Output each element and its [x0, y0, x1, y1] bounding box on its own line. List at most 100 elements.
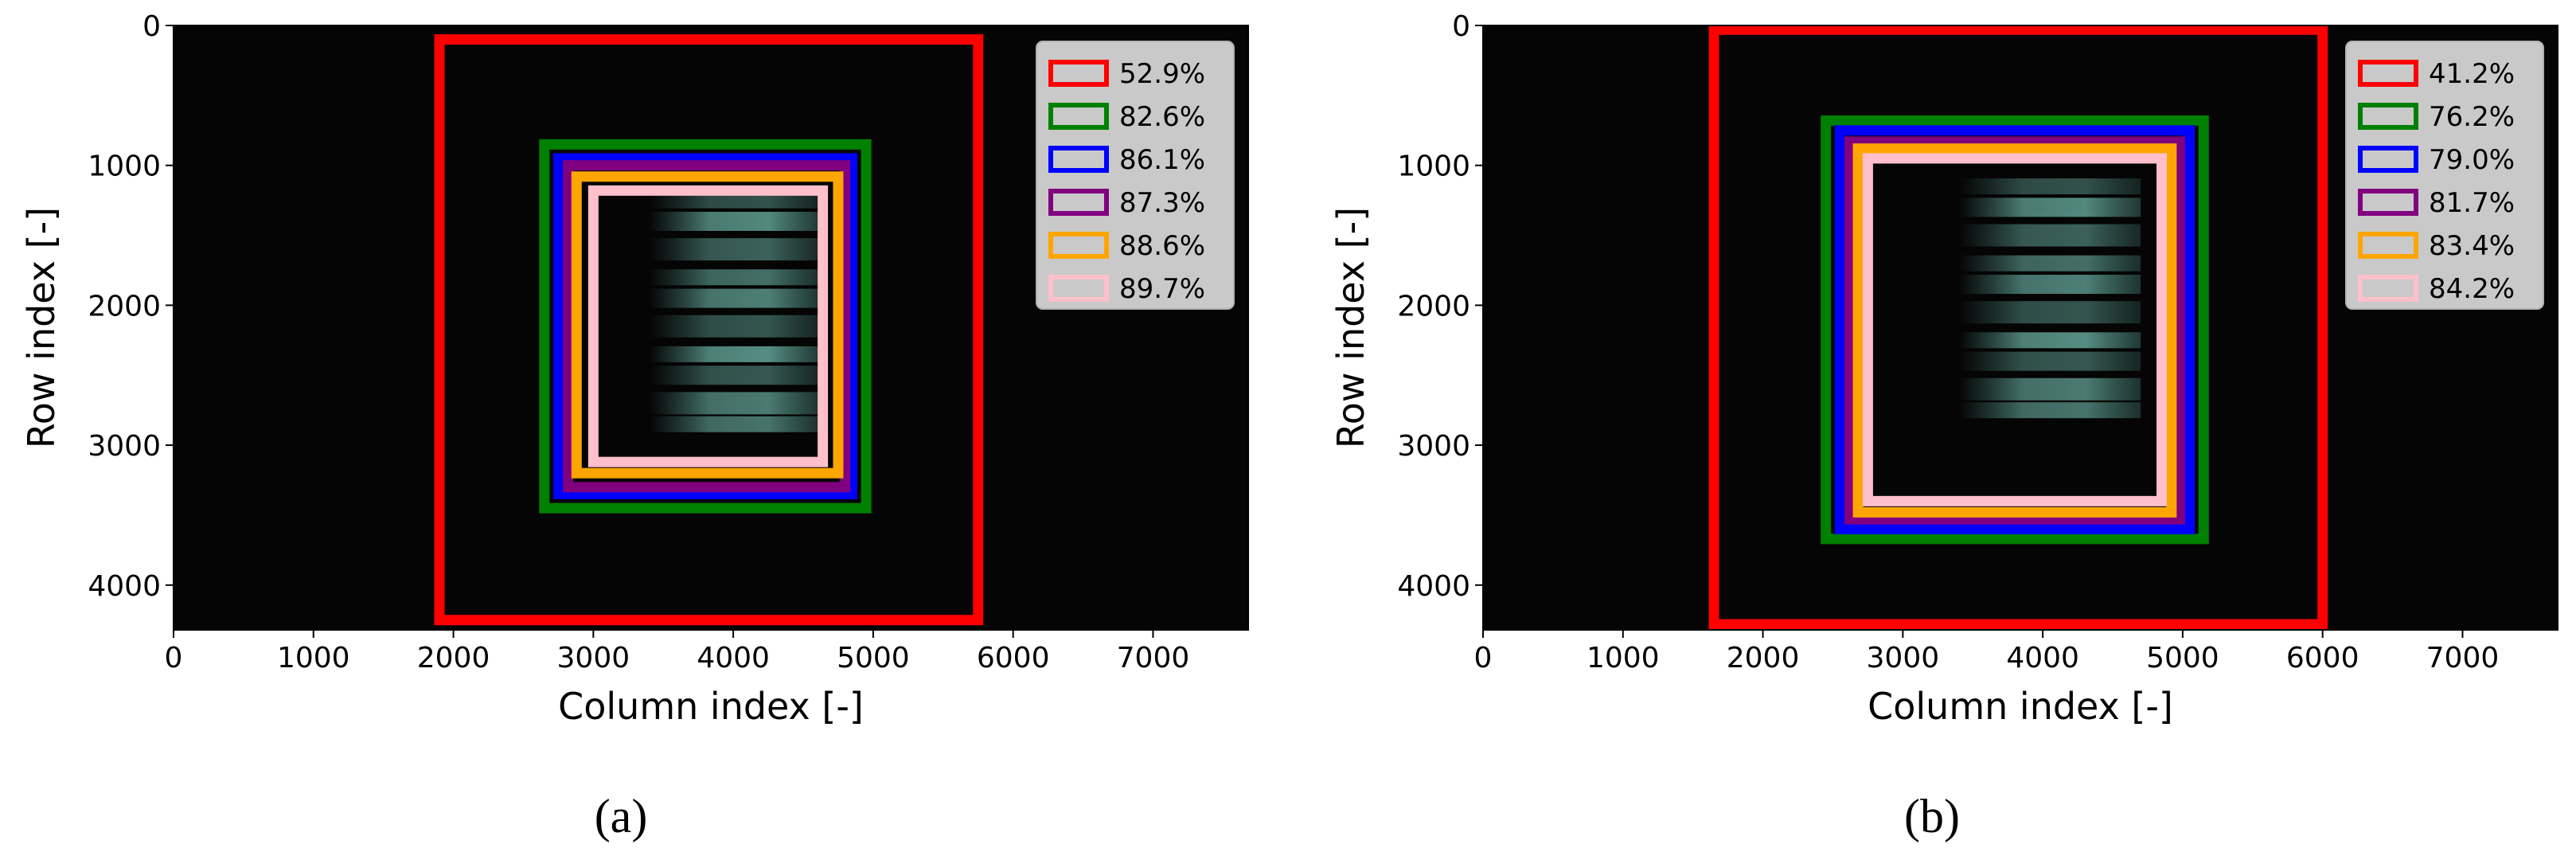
x-axis-label: Column index [-] — [558, 685, 864, 728]
legend-swatch — [2358, 103, 2418, 130]
signal-band — [649, 192, 821, 209]
legend-swatch — [1048, 60, 1109, 87]
signal-band — [649, 211, 821, 231]
legend-swatch — [1048, 103, 1109, 130]
signal-band — [649, 392, 821, 415]
panel-b: 0 1000 2000 3000 4000 5000 6000 7000 0 1000 2000 30… — [1329, 10, 2558, 842]
signal-band — [649, 315, 821, 338]
legend-entry: 83.4% — [2429, 230, 2515, 262]
x-tick-label: 0 — [1474, 642, 1493, 674]
signal-band — [649, 416, 821, 432]
y-tick-label: 2000 — [88, 290, 161, 322]
legend-swatch — [2358, 275, 2418, 302]
panel-caption: (b) — [1904, 790, 1960, 842]
axes-frame — [1482, 25, 2558, 631]
legend-swatch — [2358, 189, 2418, 216]
y-tick-label: 1000 — [1397, 150, 1470, 183]
x-axis-label: Column index [-] — [1868, 685, 2173, 728]
x-tick-label: 4000 — [2006, 642, 2079, 674]
legend-entry: 79.0% — [2429, 144, 2515, 176]
signal-band — [649, 238, 821, 261]
x-tick-label: 6000 — [977, 642, 1050, 674]
legend-swatch — [2358, 232, 2418, 259]
panel-a: 0 1000 2000 3000 4000 5000 6000 7000 0 1000 2000 30… — [20, 10, 1249, 842]
region-box-3 — [552, 153, 858, 500]
axes-frame — [173, 25, 1249, 631]
signal-band — [1958, 197, 2141, 217]
legend-entry: 82.6% — [1119, 101, 1205, 133]
region-box-2 — [539, 139, 872, 514]
legend-entry: 84.2% — [2429, 273, 2515, 305]
x-tick-label: 2000 — [417, 642, 490, 674]
legend-entry: 41.2% — [2429, 58, 2515, 90]
legend-entry: 76.2% — [2429, 101, 2515, 133]
legend-entry: 87.3% — [1119, 187, 1205, 219]
legend-swatch — [2358, 60, 2418, 87]
region-box-1 — [434, 34, 984, 626]
region-box-6 — [1862, 153, 2168, 506]
region-box-3 — [1834, 125, 2195, 534]
legend-entry: 88.6% — [1119, 230, 1205, 262]
region-box-4 — [1844, 136, 2185, 525]
x-tick-label: 0 — [165, 642, 183, 674]
region-box-5 — [1852, 143, 2177, 518]
legend: 52.9% 82.6% 86.1% 87.3% 88.6% 89.7% — [1036, 41, 1235, 310]
x-tick-label: 7000 — [2426, 642, 2500, 674]
region-box-1 — [1708, 25, 2328, 630]
signal-band — [1958, 332, 2141, 349]
x-tick-label: 3000 — [1867, 642, 1940, 674]
legend-box — [1036, 41, 1235, 310]
legend-swatch — [1048, 189, 1109, 216]
signal-band — [1958, 275, 2141, 295]
signal-band — [649, 346, 821, 362]
legend-box — [2345, 41, 2544, 310]
region-boxes — [434, 34, 984, 626]
y-axis-label: Row index [-] — [1329, 207, 1372, 448]
y-tick-label: 4000 — [1397, 570, 1470, 603]
x-tick-label: 5000 — [837, 642, 910, 674]
y-axis-label: Row index [-] — [20, 207, 63, 448]
signal-band — [1958, 351, 2141, 371]
y-tick-label: 1000 — [88, 150, 161, 183]
signal-band — [649, 288, 821, 308]
x-tick-label: 3000 — [557, 642, 630, 674]
region-boxes — [1708, 25, 2328, 630]
x-tick-label: 4000 — [697, 642, 770, 674]
legend: 41.2% 76.2% 79.0% 81.7% 83.4% 84.2% — [2345, 41, 2544, 310]
signal-band — [1958, 255, 2141, 272]
legend-entry: 52.9% — [1119, 58, 1205, 90]
y-tick-label: 2000 — [1397, 290, 1470, 322]
legend-swatch — [1048, 275, 1109, 302]
signal-pattern — [1958, 178, 2141, 419]
y-tick-label: 0 — [1452, 10, 1470, 43]
x-tick-label: 2000 — [1727, 642, 1800, 674]
y-tick-label: 4000 — [88, 570, 161, 603]
signal-band — [1958, 402, 2141, 419]
signal-pattern — [649, 192, 821, 432]
y-tick-label: 3000 — [88, 430, 161, 463]
region-box-2 — [1821, 115, 2209, 545]
region-box-4 — [563, 160, 851, 493]
signal-band — [1958, 224, 2141, 247]
legend-entry: 86.1% — [1119, 144, 1205, 176]
signal-band — [649, 365, 821, 385]
legend-entry: 81.7% — [2429, 187, 2515, 219]
region-box-6 — [587, 185, 829, 467]
x-tick-label: 6000 — [2286, 642, 2359, 674]
y-tick-label: 0 — [142, 10, 161, 43]
signal-band — [649, 269, 821, 286]
x-tick-label: 1000 — [1587, 642, 1660, 674]
legend-swatch — [1048, 232, 1109, 259]
legend-swatch — [2358, 146, 2418, 173]
signal-band — [1958, 178, 2141, 195]
signal-band — [1958, 377, 2141, 401]
region-box-5 — [571, 171, 844, 479]
x-tick-label: 1000 — [277, 642, 350, 674]
y-tick-label: 3000 — [1397, 430, 1470, 463]
panel-caption: (a) — [595, 790, 648, 842]
signal-band — [1958, 301, 2141, 324]
legend-swatch — [1048, 146, 1109, 173]
x-tick-label: 7000 — [1117, 642, 1190, 674]
x-tick-label: 5000 — [2146, 642, 2219, 674]
